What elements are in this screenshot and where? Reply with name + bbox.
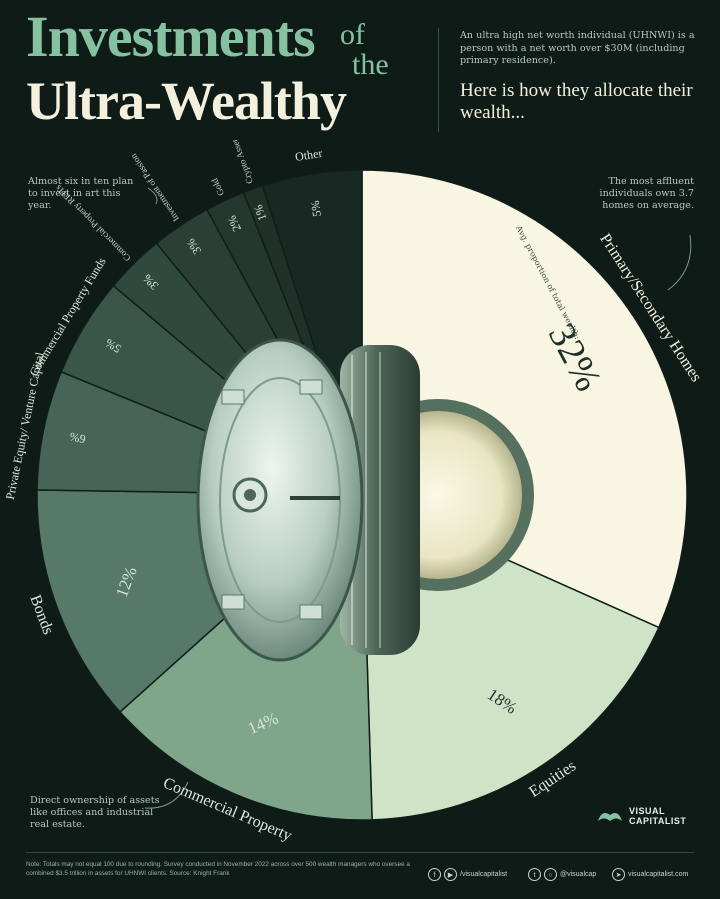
lede-text: Here is how they allocate their wealth..… — [460, 80, 693, 123]
title-line-1: Investments — [26, 4, 316, 69]
website-link[interactable]: visualcapitalist.com — [628, 871, 689, 878]
category-label-gold: Gold — [209, 176, 226, 197]
title-line-2: Ultra-Wealthy — [26, 71, 347, 131]
pct-label-private-equity-venture-capital: 6% — [68, 430, 86, 447]
social-website[interactable]: ➤ visualcapitalist.com — [612, 868, 688, 881]
footer-note: Note: Totals may not equal 100 due to ro… — [26, 861, 410, 877]
pct-label-other: 5% — [308, 200, 324, 218]
category-label-commercial-property-reits: Commercial Property REITs — [53, 183, 133, 264]
social-facebook-youtube[interactable]: f ▶ /visualcapitalist — [428, 868, 507, 881]
pct-label-crypto-assets: 1% — [251, 203, 270, 223]
category-label-other: Other — [294, 146, 323, 164]
pct-label-gold: 2% — [225, 213, 244, 233]
twitter-icon[interactable]: t — [528, 868, 541, 881]
title-of: of — [340, 18, 365, 51]
brand-line-2: CAPITALIST — [629, 816, 687, 826]
youtube-icon[interactable]: ▶ — [444, 868, 457, 881]
leader-lines — [144, 187, 692, 809]
facebook-icon[interactable]: f — [428, 868, 441, 881]
instagram-icon[interactable]: ○ — [544, 868, 557, 881]
allocation-pie-chart: 32%Primary/Secondary Homes18%Equities14%… — [3, 140, 705, 845]
note-homes: The most affluent individuals own 3.7 ho… — [599, 176, 695, 211]
category-label-investment-of-passion: Investment of Passion — [128, 151, 181, 223]
title-the: the — [352, 48, 389, 81]
web-cursor-icon[interactable]: ➤ — [612, 868, 625, 881]
header-divider — [438, 28, 439, 132]
social-handle-1[interactable]: /visualcapitalist — [460, 871, 508, 878]
note-art: Almost six in ten plan to invest in art … — [28, 176, 134, 211]
vault-door-illustration — [196, 338, 534, 662]
visual-capitalist-logo: VISUAL CAPITALIST — [596, 806, 686, 826]
category-label-bonds: Bonds — [26, 593, 56, 637]
note-commercial: Direct ownership of assets like offices … — [30, 795, 160, 830]
social-handle-2[interactable]: @visualcap — [560, 871, 597, 878]
brand-line-1: VISUAL — [629, 806, 666, 816]
uhnwi-definition: An ultra high net worth individual (UHNW… — [460, 30, 695, 66]
footer-divider — [26, 852, 694, 853]
social-twitter-instagram[interactable]: t ○ @visualcap — [528, 868, 596, 881]
category-label-crypto-assets: Crypto Assets — [228, 140, 254, 185]
logo-icon — [598, 813, 622, 821]
